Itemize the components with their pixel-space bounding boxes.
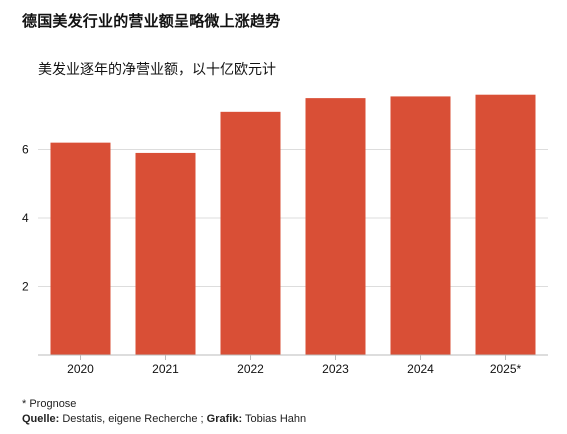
x-tick-label: 2022 bbox=[237, 362, 264, 376]
bars bbox=[50, 94, 536, 355]
forecast-note: * Prognose bbox=[22, 398, 77, 410]
x-tick-label: 2023 bbox=[322, 362, 349, 376]
graphic-text: Tobias Hahn bbox=[242, 413, 307, 425]
bar-2025-forecast bbox=[475, 94, 536, 355]
y-tick-label: 2 bbox=[22, 280, 29, 294]
x-tick-label: 2020 bbox=[67, 362, 94, 376]
source-label: Quelle: bbox=[22, 413, 60, 425]
y-tick-label: 6 bbox=[22, 143, 29, 157]
source-line: Quelle: Destatis, eigene Recherche ; Gra… bbox=[22, 413, 306, 425]
graphic-label: Grafik: bbox=[206, 413, 243, 425]
bar-2024 bbox=[390, 96, 451, 355]
chart-subtitle: 美发业逐年的净营业额，以十亿欧元计 bbox=[38, 62, 276, 78]
source-text: Destatis, eigene Recherche ; bbox=[59, 413, 207, 425]
y-tick-label: 4 bbox=[22, 211, 29, 225]
x-tick-label: 2025* bbox=[490, 362, 522, 376]
bar-2020 bbox=[50, 142, 111, 355]
x-tick-label: 2021 bbox=[152, 362, 179, 376]
bar-2021 bbox=[135, 152, 196, 355]
chart-title: 德国美发行业的营业额呈略微上涨趋势 bbox=[22, 12, 281, 30]
axes: 2 4 6 2020 2021 2022 2023 2024 2025* bbox=[22, 143, 548, 376]
bar-2022 bbox=[220, 111, 281, 355]
gridlines bbox=[38, 149, 548, 287]
bar-2023 bbox=[305, 98, 366, 355]
x-tick-label: 2024 bbox=[407, 362, 434, 376]
